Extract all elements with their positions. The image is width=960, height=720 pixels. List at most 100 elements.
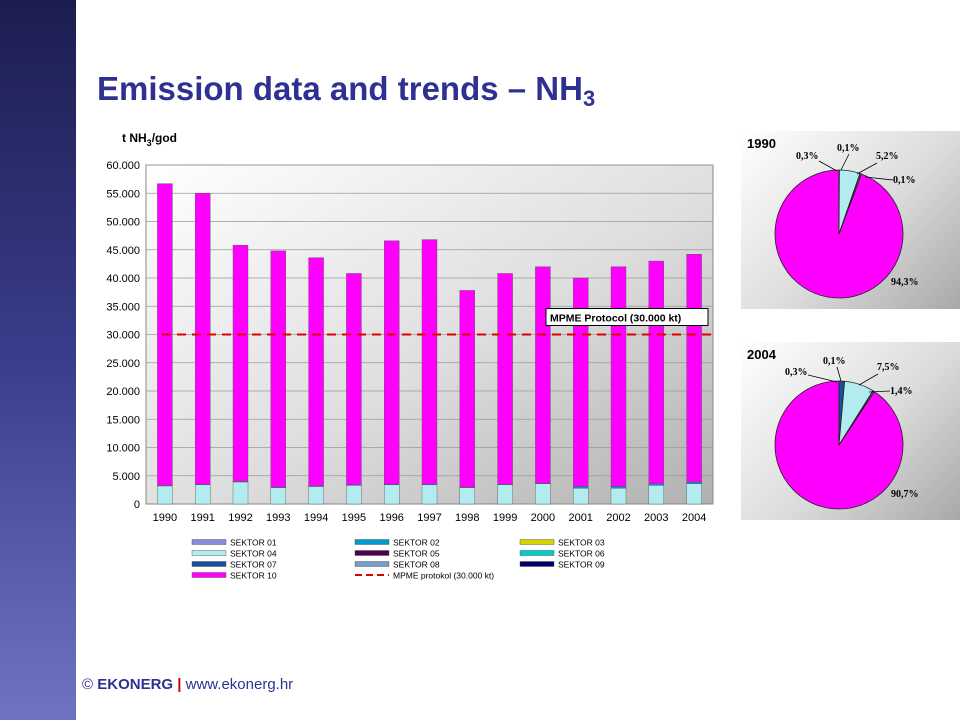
legend-label: SEKTOR 08 — [393, 560, 440, 570]
legend-swatch — [354, 539, 390, 545]
pie-leader-line — [864, 176, 894, 181]
bar-sektor-04-1996 — [384, 484, 400, 505]
bar-sektor-10-1991 — [194, 193, 211, 485]
bar-sektor-10-2001 — [573, 277, 589, 487]
pie-label: 0,3% — [796, 151, 819, 162]
pie-leader-line — [836, 366, 842, 382]
brand-name: EKONERG — [97, 676, 174, 693]
bar-sektor-10-2003 — [648, 260, 664, 484]
x-tick-label: 2000 — [531, 512, 555, 524]
bar-sektor-10-1998 — [459, 290, 475, 488]
pie-leader-line — [856, 162, 878, 175]
x-tick-label: 1993 — [266, 512, 290, 524]
bar-sektor-02-2002 — [610, 486, 627, 489]
pie-chart-2004: 2004 90,7% 0,3% 0,1% 7,5% 1,4% — [741, 342, 960, 520]
pie-leader-line — [868, 390, 891, 393]
legend-swatch — [354, 561, 390, 567]
x-tick-label: 2004 — [682, 512, 706, 524]
pie-leader-line — [840, 153, 850, 171]
bar-sektor-02-2004 — [686, 481, 702, 484]
y-tick-label: 0 — [134, 499, 140, 511]
bar-sektor-04-1994 — [308, 486, 324, 505]
bar-sektor-04-1999 — [497, 484, 513, 505]
x-tick-label: 1999 — [493, 512, 517, 524]
title-main: Emission data and trends – NH — [97, 70, 583, 107]
pie-title: 1990 — [747, 136, 776, 151]
legend-swatch — [519, 550, 555, 556]
reference-line-label: MPME Protocol (30.000 kt) — [550, 313, 681, 325]
y-tick-label: 35.000 — [106, 301, 140, 313]
reference-label-box — [545, 308, 709, 326]
sidebar-band — [0, 0, 76, 720]
legend-label: SEKTOR 04 — [230, 549, 277, 559]
legend-label: SEKTOR 03 — [558, 538, 605, 548]
y-tick-label: 60.000 — [106, 160, 140, 172]
bar-sektor-10-1994 — [308, 257, 324, 487]
pie-label: 5,2% — [876, 151, 899, 162]
pie-leader-line — [858, 373, 879, 386]
legend-label: SEKTOR 10 — [230, 571, 277, 581]
bar-sektor-04-1998 — [459, 487, 475, 505]
bar-sektor-02-2003 — [648, 483, 664, 486]
x-tick-label: 1996 — [379, 512, 403, 524]
copyright-symbol: © — [82, 676, 94, 693]
legend-label: SEKTOR 06 — [558, 549, 605, 559]
y-tick-label: 50.000 — [106, 217, 140, 229]
bar-sektor-04-2000 — [535, 483, 551, 505]
bar-sektor-10-1992 — [232, 245, 249, 482]
x-tick-label: 1990 — [153, 512, 177, 524]
legend-swatch — [191, 539, 227, 545]
y-tick-label: 25.000 — [106, 358, 140, 370]
bar-sektor-10-1993 — [270, 250, 287, 488]
website-link[interactable]: www.ekonerg.hr — [185, 676, 294, 693]
pie-label: 0,1% — [837, 143, 860, 154]
bar-sektor-10-1995 — [346, 273, 362, 485]
pie-title: 2004 — [747, 347, 777, 362]
bar-sektor-04-2003 — [648, 485, 664, 505]
legend-swatch — [191, 572, 227, 578]
legend-label: SEKTOR 09 — [558, 560, 605, 570]
x-tick-label: 1994 — [304, 512, 328, 524]
bar-sektor-10-1999 — [497, 273, 513, 485]
bar-sektor-10-2002 — [610, 266, 627, 487]
x-tick-label: 2001 — [568, 512, 592, 524]
bar-sektor-10-2004 — [686, 254, 702, 483]
legend-label: SEKTOR 05 — [393, 549, 440, 559]
bar-sektor-04-1992 — [232, 481, 249, 505]
x-tick-label: 2002 — [606, 512, 630, 524]
y-tick-label: 45.000 — [106, 245, 140, 257]
x-tick-label: 1997 — [417, 512, 441, 524]
y-tick-label: 30.000 — [106, 330, 140, 342]
bar-sektor-04-1993 — [270, 487, 287, 505]
pie-label: 90,7% — [891, 489, 919, 500]
pie-label: 7,5% — [877, 362, 900, 373]
bar-sektor-04-2002 — [610, 487, 627, 505]
y-tick-label: 15.000 — [106, 414, 140, 426]
emission-bar-chart: 0 5.000 10.000 15.000 20.000 25.000 30.000 35.0… — [106, 131, 714, 581]
pie-label: 0,1% — [893, 175, 916, 186]
y-axis-label: t NH3/god — [122, 131, 177, 148]
y-tick-label: 55.000 — [106, 188, 140, 200]
footer: © EKONERG | www.ekonerg.hr — [82, 676, 293, 693]
legend-swatch — [519, 561, 555, 567]
pie-label: 0,1% — [823, 356, 846, 367]
pie-label: 1,4% — [890, 386, 913, 397]
x-tick-label: 2003 — [644, 512, 668, 524]
pie-leader-line — [807, 374, 838, 383]
pie-slice — [838, 173, 862, 235]
x-tick-label: 1992 — [228, 512, 252, 524]
bar-sektor-04-1990 — [157, 485, 173, 505]
y-tick-label: 5.000 — [112, 471, 140, 483]
legend-swatch — [191, 550, 227, 556]
legend-label: MPME protokol (30.000 kt) — [393, 571, 494, 581]
bar-sektor-02-2001 — [573, 486, 589, 489]
y-tick-label: 40.000 — [106, 273, 140, 285]
bar-sektor-10-1997 — [421, 239, 438, 485]
bar-sektor-04-2001 — [573, 487, 589, 505]
bar-sektor-04-1997 — [421, 484, 438, 505]
x-tick-label: 1998 — [455, 512, 479, 524]
legend-swatch — [519, 539, 555, 545]
bar-sektor-04-1991 — [194, 484, 211, 505]
y-tick-label: 10.000 — [106, 443, 140, 455]
pie-label: 94,3% — [891, 277, 919, 288]
